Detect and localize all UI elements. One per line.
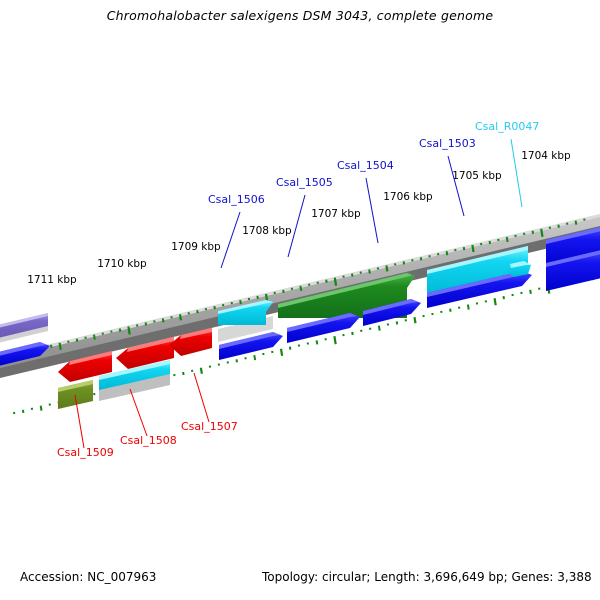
feature-tick	[93, 334, 96, 340]
gene-label-csal_1509[interactable]: Csal_1509	[57, 446, 114, 459]
gene-label-leader-line	[129, 388, 148, 437]
ruler-label: 1707 kbp	[311, 208, 361, 220]
feature-tick	[58, 342, 62, 350]
ruler-label: 1706 kbp	[383, 191, 433, 203]
gene-label-leader-line	[365, 177, 379, 244]
feature-tick	[466, 304, 470, 310]
gene-feature-olive-csal1509b[interactable]	[58, 380, 93, 409]
gene-feature-trna-csal-r0047[interactable]	[507, 261, 531, 277]
gene-feature-red-csal1509[interactable]	[58, 351, 112, 382]
feature-tick	[540, 228, 544, 237]
feature-tick	[493, 298, 497, 306]
genome-map-canvas[interactable]: 1711 kbp 1710 kbp 1709 kbp 1708 kbp 1707 kbp…	[0, 40, 600, 550]
gene-feature-cyan-lower[interactable]	[99, 360, 170, 401]
gene-feature-cyan-csal1503[interactable]	[427, 246, 528, 295]
gene-feature-blue-left[interactable]	[0, 342, 50, 367]
feature-tick	[299, 285, 303, 291]
feature-tick	[239, 299, 242, 305]
ruler-label: 1709 kbp	[171, 241, 221, 253]
forward-strand-track[interactable]	[0, 226, 600, 367]
genome-stats-label: Topology: circular; Length: 3,696,649 bp…	[262, 570, 592, 584]
gene-feature-blue-csal1503[interactable]	[427, 271, 532, 308]
page-title: Chromohalobacter salexigens DSM 3043, co…	[106, 8, 494, 23]
gene-feature-blue-csal1504[interactable]	[363, 299, 421, 326]
feature-tick	[505, 236, 509, 243]
gene-feature-cyan-csal1506[interactable]	[218, 300, 273, 342]
ruler-label-group: 1711 kbp 1710 kbp 1709 kbp 1708 kbp 1707 kbp…	[27, 150, 571, 286]
accession-label: Accession: NC_007963	[20, 570, 157, 584]
feature-tick	[39, 405, 43, 411]
feature-tick	[253, 354, 257, 361]
gene-label-csal_1507[interactable]: Csal_1507	[181, 420, 238, 433]
gene-label-leader-line	[220, 211, 241, 269]
feature-tick	[377, 325, 381, 331]
gene-label-group[interactable]: Csal_1506 Csal_1505 Csal_1504 Csal_1503 Csal…	[57, 120, 539, 459]
feature-tick	[161, 318, 165, 323]
gene-feature-blue-csal1505[interactable]	[287, 313, 360, 343]
gene-label-csal_r0047[interactable]: Csal_R0047	[475, 120, 539, 133]
feature-tick	[127, 326, 131, 335]
gene-label-csal_1506[interactable]: Csal_1506	[208, 193, 265, 206]
feature-tick	[333, 277, 338, 286]
feature-tick	[445, 251, 449, 256]
feature-tick	[529, 289, 532, 294]
ruler-label: 1705 kbp	[452, 170, 502, 182]
gene-label-leader-line	[74, 394, 85, 449]
gene-label-leader-line	[447, 155, 465, 217]
gene-label-leader-line	[287, 194, 306, 258]
ruler-label: 1704 kbp	[521, 150, 571, 162]
gene-label-leader-line	[193, 372, 210, 423]
gene-label-leader-line	[510, 138, 523, 208]
status-bar: Accession: NC_007963 Topology: circular;…	[0, 570, 600, 594]
gene-feature-blue-right-lower[interactable]	[546, 249, 600, 291]
ruler-label: 1711 kbp	[27, 274, 77, 286]
feature-tick	[333, 335, 337, 345]
feature-tick	[279, 348, 284, 356]
ruler-label: 1708 kbp	[242, 225, 292, 237]
gene-feature-red-csal1507[interactable]	[169, 328, 212, 356]
gene-label-csal_1504[interactable]: Csal_1504	[337, 159, 394, 172]
gene-feature-purple-left[interactable]	[0, 313, 48, 344]
gene-feature-blue-csal1506[interactable]	[219, 332, 283, 360]
ruler-label: 1710 kbp	[97, 258, 147, 270]
gene-feature-red-csal1508[interactable]	[116, 337, 174, 369]
feature-tick	[199, 367, 203, 374]
feature-tick	[264, 293, 269, 302]
feature-tick	[385, 265, 389, 272]
gene-label-csal_1505[interactable]: Csal_1505	[276, 176, 333, 189]
feature-tick	[368, 269, 371, 274]
feature-tick	[574, 220, 578, 225]
genome-backbone	[0, 214, 600, 378]
gene-label-csal_1503[interactable]: Csal_1503	[419, 137, 476, 150]
reverse-strand-track[interactable]	[58, 328, 212, 409]
feature-tick	[471, 244, 475, 253]
feature-tick	[315, 340, 319, 345]
gene-label-csal_1508[interactable]: Csal_1508	[120, 434, 177, 447]
feature-tick	[178, 314, 183, 321]
feature-tick	[413, 317, 417, 324]
